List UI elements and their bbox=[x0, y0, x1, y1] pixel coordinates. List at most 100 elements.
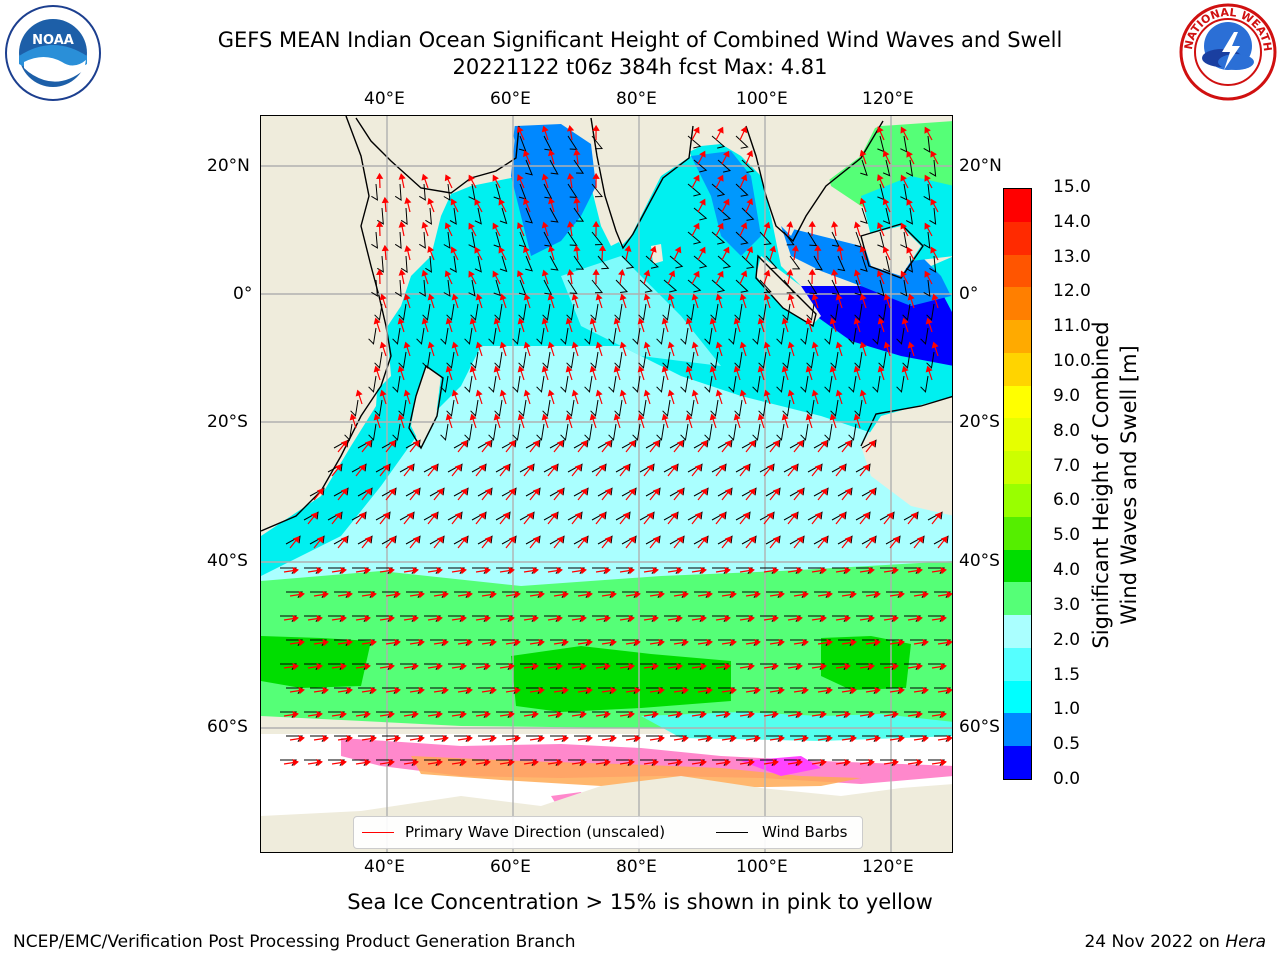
wave-arrow-head bbox=[898, 639, 905, 647]
wind-barb bbox=[549, 255, 559, 271]
wind-barb bbox=[639, 463, 655, 473]
wind-barb bbox=[499, 255, 508, 273]
wind-barb bbox=[848, 423, 857, 441]
wave-arrow-head bbox=[628, 759, 635, 767]
wind-barb bbox=[443, 183, 451, 201]
wave-arrow-head bbox=[421, 317, 429, 325]
wave-arrow-head bbox=[388, 440, 396, 448]
wave-arrow-head bbox=[355, 389, 363, 397]
wave-arrow-head bbox=[709, 365, 717, 373]
wave-arrow-head bbox=[604, 567, 611, 575]
wave-arrow-head bbox=[682, 735, 689, 743]
wave-arrow-head bbox=[778, 639, 785, 647]
wave-arrow-head bbox=[763, 269, 771, 277]
wind-barb bbox=[405, 487, 421, 497]
wave-arrow-head bbox=[820, 536, 828, 544]
wave-arrow-head bbox=[724, 488, 732, 496]
lon-label: 80°E bbox=[616, 857, 657, 877]
wave-arrow-head bbox=[850, 591, 857, 599]
wave-arrow-head bbox=[868, 663, 875, 671]
wind-barb bbox=[536, 375, 545, 393]
noaa-logo-text: NOAA bbox=[32, 33, 74, 48]
wind-barb bbox=[453, 487, 469, 497]
wave-arrow-head bbox=[674, 246, 682, 254]
wave-arrow-head bbox=[580, 536, 588, 544]
wind-barb bbox=[704, 423, 713, 441]
colorbar-segment bbox=[1004, 582, 1031, 616]
wind-barb bbox=[860, 159, 868, 176]
wind-barb bbox=[734, 399, 743, 417]
wave-arrow-head bbox=[844, 615, 851, 623]
land-arabia bbox=[261, 116, 516, 191]
wave-arrow-head bbox=[892, 711, 899, 719]
wind-barb bbox=[848, 327, 857, 345]
wave-arrow-head bbox=[700, 488, 708, 496]
wave-arrow-head bbox=[786, 221, 794, 228]
wave-arrow-head bbox=[844, 536, 852, 544]
wave-arrow-head bbox=[474, 198, 481, 206]
wave-arrow-head bbox=[778, 735, 785, 743]
wave-arrow-head bbox=[844, 567, 851, 575]
wave-arrow-head bbox=[322, 639, 329, 647]
wave-arrow-head bbox=[466, 639, 473, 647]
colorbar-tick-label: 14.0 bbox=[1053, 211, 1091, 232]
wave-arrow-head bbox=[835, 293, 843, 301]
wave-arrow-head bbox=[820, 663, 827, 671]
wind-barb bbox=[400, 207, 408, 225]
wave-arrow-head bbox=[934, 512, 942, 520]
wave-arrow-head bbox=[781, 365, 789, 373]
wave-arrow-head bbox=[523, 389, 531, 397]
wave-arrow-head bbox=[643, 341, 651, 349]
wave-arrow-head bbox=[364, 615, 371, 623]
wind-barb bbox=[416, 327, 425, 345]
wave-arrow-head bbox=[907, 341, 915, 349]
wave-arrow-head bbox=[532, 615, 539, 623]
wave-arrow-head bbox=[556, 488, 564, 496]
wave-arrow-head bbox=[718, 464, 726, 472]
wave-arrow-head bbox=[373, 317, 381, 325]
wind-barb bbox=[854, 399, 863, 417]
wave-arrow-head bbox=[676, 663, 683, 671]
wave-arrow-head bbox=[436, 615, 443, 623]
wave-arrow-head bbox=[442, 591, 449, 599]
wave-arrow-head bbox=[906, 246, 913, 254]
wave-arrow-head bbox=[754, 591, 761, 599]
wind-barb bbox=[543, 231, 553, 247]
wave-arrow-head bbox=[364, 488, 372, 496]
wind-barb bbox=[896, 375, 905, 393]
wave-arrow-head bbox=[556, 567, 563, 575]
wave-arrow-head bbox=[691, 389, 699, 397]
wave-arrow-head bbox=[722, 198, 730, 206]
wave-arrow-head bbox=[724, 615, 731, 623]
wind-barb bbox=[800, 327, 809, 345]
wave-arrow-head bbox=[916, 759, 923, 767]
wind-barbs bbox=[280, 135, 951, 766]
wind-barb bbox=[861, 535, 877, 545]
wave-arrow-head bbox=[868, 567, 875, 575]
colorbar-tick-label: 6.0 bbox=[1053, 490, 1081, 511]
wind-barb bbox=[518, 399, 527, 417]
wave-arrow-head bbox=[670, 464, 678, 472]
wave-arrow-head bbox=[468, 270, 475, 278]
wind-barb bbox=[680, 375, 689, 393]
wave-arrow-head bbox=[541, 221, 549, 229]
lon-label: 60°E bbox=[490, 89, 531, 109]
wave-arrow-head bbox=[340, 440, 348, 448]
wind-barb bbox=[807, 463, 823, 473]
wave-arrow-head bbox=[397, 365, 405, 373]
wave-arrow-head bbox=[364, 759, 371, 767]
wind-barb bbox=[488, 375, 497, 393]
wave-arrow-head bbox=[574, 464, 582, 472]
wind-barb bbox=[519, 463, 535, 473]
wind-barb bbox=[923, 183, 931, 201]
wave-arrow-head bbox=[532, 536, 540, 544]
wave-arrow-head bbox=[556, 615, 563, 623]
wind-barb bbox=[423, 511, 439, 521]
wave-arrow-head bbox=[571, 389, 579, 397]
coastline-africa bbox=[261, 116, 392, 532]
wave-arrow-head bbox=[589, 413, 597, 421]
wind-barb bbox=[735, 463, 751, 473]
wind-barb bbox=[422, 303, 431, 321]
wave-arrow-head bbox=[523, 341, 531, 349]
wind-barb bbox=[837, 439, 853, 449]
